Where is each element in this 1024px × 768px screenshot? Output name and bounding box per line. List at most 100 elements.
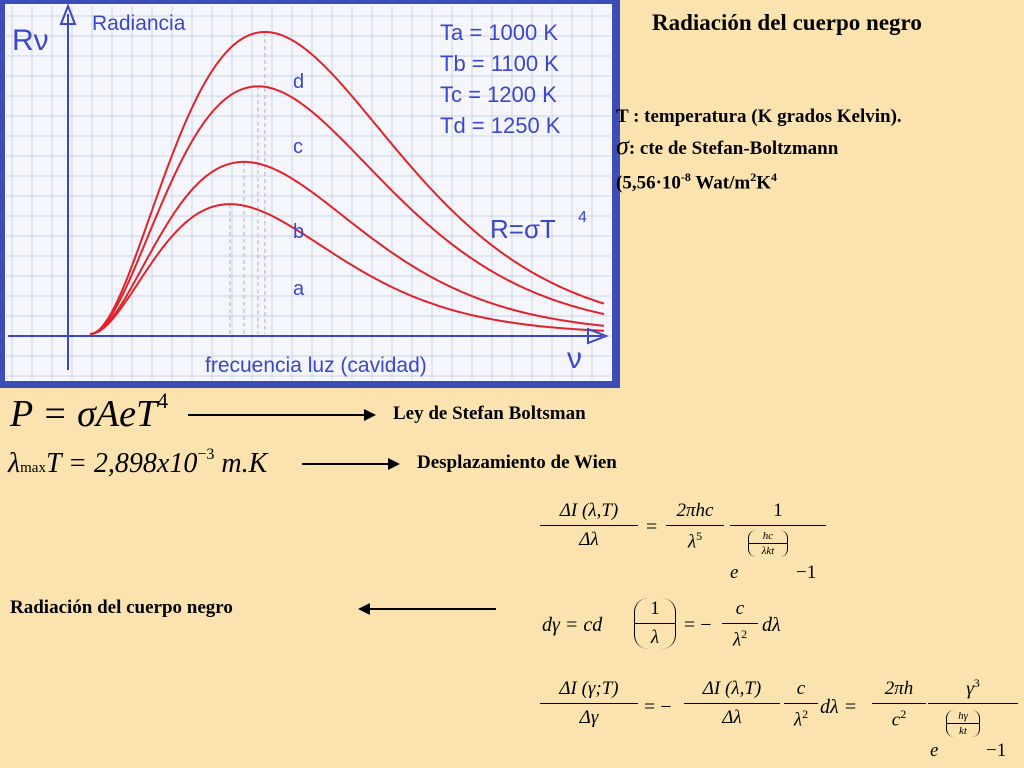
chart-svg: Rν Radiancia frecuencia luz (cavidad) ν … — [5, 3, 612, 381]
dgamma-lhs: dγ = cd — [542, 614, 603, 636]
legend-entry-c: Tc = 1200 K — [440, 82, 557, 107]
chart-title: Radiancia — [92, 12, 186, 35]
x-axis-label: frecuencia luz (cavidad) — [205, 354, 427, 377]
dgamma-tail: dλ — [762, 614, 781, 636]
dgamma-frac-den-base: λ — [732, 629, 742, 651]
note-temperature: T : temperatura (K grados Kelvin). — [616, 106, 902, 127]
eq-stefan-exp: 4 — [157, 388, 169, 413]
plot-area — [5, 4, 612, 381]
curve-labels: a b c d — [293, 71, 305, 300]
gamma-b-den-exp: 2 — [802, 707, 809, 721]
gamma-lhs-den: Δγ — [579, 707, 599, 728]
curve-b — [89, 160, 605, 335]
gamma-c-den: c2 — [872, 704, 926, 731]
dgamma-paren-den: λ — [650, 627, 660, 648]
y-axis-label: Rν — [12, 24, 49, 57]
legend-entry-b: Tb = 1100 K — [440, 51, 559, 76]
notes: T : temperatura (K grados Kelvin). σ: ct… — [616, 102, 902, 197]
dgamma-frac: c λ2 — [722, 598, 758, 651]
planck-c1-num: 2πhc — [666, 500, 724, 526]
wien-unit: m.K — [214, 448, 268, 479]
eq-stefan-lhs: P = σAeT — [10, 393, 158, 435]
legend-entry-d: Td = 1250 K — [440, 113, 561, 138]
planck-equals: = — [646, 516, 658, 538]
gamma-lhs-num: ΔI (γ;T) — [540, 678, 638, 704]
wien-lambda: λ — [8, 448, 21, 479]
gamma-lhs: ΔI (γ;T) Δγ — [540, 678, 638, 729]
gamma-a: ΔI (λ,T) Δλ — [684, 678, 780, 729]
dgamma-frac-num: c — [722, 598, 758, 624]
gamma-exp-frac: hγ kt — [946, 710, 980, 737]
note-constant: (5,56·10-8 Wat/m2K4 — [616, 163, 902, 197]
planck-exp-frac: hc λkt — [748, 530, 788, 557]
gamma-d-num-exp: 3 — [973, 676, 980, 690]
label-radiacion: Radiación del cuerpo negro — [10, 597, 233, 618]
gamma-equals: = − — [644, 696, 672, 718]
formula-exponent: 4 — [578, 209, 587, 226]
curve-a — [89, 203, 605, 335]
gamma-a-den: Δλ — [722, 707, 742, 728]
label-wien: Desplazamiento de Wien — [417, 452, 617, 473]
arrow-radiacion — [358, 603, 496, 615]
note-sigma: σ: cte de Stefan-Boltzmann — [616, 131, 902, 163]
eq-stefan: P = σAeT4 — [10, 388, 168, 436]
x-axis-arrow — [587, 327, 609, 345]
curve-c — [89, 85, 605, 335]
arrow-wien — [302, 458, 400, 470]
gamma-c: 2πh c2 — [872, 678, 926, 731]
dgamma-frac-den-exp: 2 — [741, 627, 748, 641]
const-exp: -8 — [680, 170, 691, 184]
formula-label: R=σT — [490, 214, 556, 244]
const-unit-exp-k: 4 — [771, 170, 777, 184]
gamma-exp-den: kt — [959, 725, 967, 737]
curve-label-c: c — [293, 136, 303, 158]
gamma-mid: dλ = — [820, 696, 858, 718]
legend-entry-a: Ta = 1000 K — [440, 20, 558, 45]
curve-label-d: d — [293, 71, 304, 93]
gamma-d-num: γ3 — [928, 676, 1018, 705]
const-unit-b: K — [756, 172, 771, 194]
page-title: Radiación del cuerpo negro — [652, 10, 922, 35]
gamma-d: γ3 — [928, 676, 1018, 705]
wien-mid: T = 2,898x10 — [45, 448, 198, 479]
y-axis-arrow — [59, 3, 77, 25]
curve-label-b: b — [293, 221, 304, 243]
gamma-a-num: ΔI (λ,T) — [684, 678, 780, 704]
chart-grid — [6, 6, 611, 380]
gamma-b-den: λ2 — [784, 704, 818, 731]
const-base: (5,56·10 — [616, 172, 681, 194]
planck-c1-den: λ5 — [666, 526, 724, 553]
planck-c1-den-base: λ — [687, 531, 697, 553]
gamma-b-num: c — [784, 678, 818, 704]
curve-d — [89, 31, 605, 335]
dgamma-frac-den: λ2 — [722, 624, 758, 651]
x-axis-symbol: ν — [567, 342, 582, 375]
label-stefan: Ley de Stefan Boltsman — [393, 403, 586, 424]
gamma-e: e — [930, 740, 939, 761]
sigma-symbol: σ — [616, 131, 629, 160]
gamma-b: c λ2 — [784, 678, 818, 731]
dgamma-equals: = − — [684, 614, 712, 636]
wien-exp: −3 — [197, 446, 215, 463]
planck-lhs-num: ΔI (λ,T) — [540, 500, 638, 526]
blackbody-chart: Rν Radiancia frecuencia luz (cavidad) ν … — [0, 0, 620, 388]
wien-sub: max — [20, 460, 46, 476]
planck-c1: 2πhc λ5 — [666, 500, 724, 553]
gamma-d-num-base: γ — [966, 678, 974, 700]
gamma-exp-num: hγ — [947, 710, 979, 724]
planck-e: e — [730, 562, 739, 583]
planck-exp-num: hc — [749, 530, 787, 544]
planck-minus-one: −1 — [796, 562, 817, 583]
note-sigma-text: : cte de Stefan-Boltzmann — [628, 138, 839, 159]
gamma-c-den-exp: 2 — [900, 707, 907, 721]
gamma-c-num: 2πh — [872, 678, 926, 704]
eq-wien: λmaxT = 2,898x10−3 m.K — [8, 446, 268, 480]
arrow-stefan — [188, 409, 376, 421]
const-unit-a: Wat/m — [690, 172, 751, 194]
planck-c1-den-exp: 5 — [696, 529, 703, 543]
gamma-minus-one: −1 — [986, 740, 1007, 761]
const-unit-exp-m: 2 — [750, 170, 757, 184]
curve-label-a: a — [293, 278, 305, 300]
gamma-b-den-base: λ — [793, 709, 803, 731]
